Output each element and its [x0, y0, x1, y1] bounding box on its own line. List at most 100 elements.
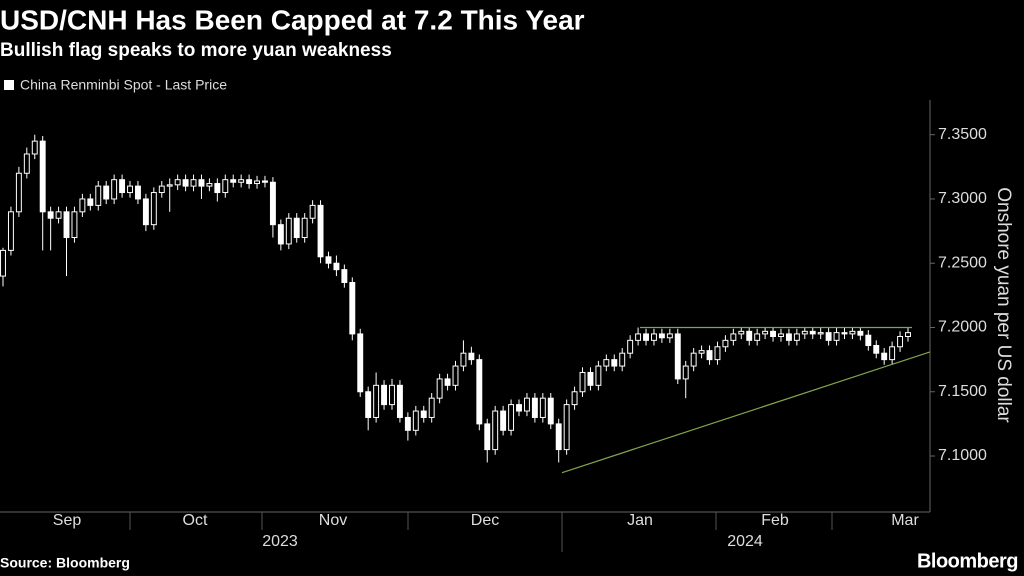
candle-body — [587, 371, 594, 386]
candle-body — [579, 371, 586, 393]
candle-body — [452, 365, 459, 386]
candle-body — [0, 249, 6, 277]
candle-body — [865, 334, 872, 346]
candle-body — [714, 346, 721, 361]
candle-body — [396, 384, 403, 418]
candle-body — [317, 204, 324, 258]
candle-body — [889, 346, 896, 361]
candle-body — [492, 410, 499, 451]
chart-title: USD/CNH Has Been Capped at 7.2 This Year — [0, 4, 585, 35]
candle-body — [690, 352, 697, 367]
candle-body — [127, 185, 133, 194]
candle-body — [349, 282, 356, 335]
candle-body — [404, 416, 411, 431]
candle-body — [150, 192, 157, 226]
candle-body — [500, 410, 507, 431]
candle-body — [508, 404, 515, 431]
x-group-label: 2024 — [727, 533, 763, 550]
x-group-label: 2023 — [262, 533, 298, 550]
candle-body — [730, 333, 737, 341]
source: Source: Bloomberg — [0, 555, 130, 571]
candle-body — [555, 423, 562, 451]
candle-body — [873, 344, 880, 354]
candle-body — [15, 172, 22, 213]
y-tick-label: 7.1500 — [938, 383, 987, 400]
x-tick-label: Sep — [53, 512, 82, 529]
candle-body — [428, 397, 435, 418]
x-tick-label: Feb — [761, 512, 789, 529]
candle-body — [658, 333, 665, 339]
candle-body — [301, 217, 308, 239]
candle-body — [277, 224, 284, 245]
candle-body — [643, 333, 649, 341]
y-tick-label: 7.3000 — [938, 190, 987, 207]
candle-body — [7, 211, 14, 251]
candle-body — [381, 384, 388, 406]
candle-body — [738, 330, 745, 335]
candle-body — [547, 397, 554, 425]
candle-body — [103, 185, 110, 200]
candle-body — [111, 179, 118, 200]
candle-body — [746, 330, 753, 341]
candle-body — [627, 339, 634, 354]
candle-body — [571, 391, 578, 406]
candle-body — [238, 179, 245, 183]
candle-body — [420, 410, 427, 418]
candle-body — [134, 185, 141, 200]
candle-body — [206, 183, 213, 187]
y-tick-label: 7.3500 — [938, 126, 987, 143]
candle-body — [468, 352, 475, 361]
candle-body — [333, 262, 340, 271]
candle-body — [722, 339, 729, 348]
candle-body — [373, 384, 380, 418]
candle-body — [262, 180, 268, 183]
candle-body — [158, 185, 165, 194]
candle-body — [563, 404, 570, 451]
candle-body — [341, 269, 348, 284]
candle-body — [793, 333, 800, 341]
x-tick-label: Oct — [183, 512, 208, 529]
candle-body — [611, 359, 618, 367]
candle-body — [857, 330, 864, 336]
candle-body — [87, 198, 94, 206]
candle-body — [531, 397, 538, 418]
candle-body — [762, 330, 769, 335]
candle-body — [214, 183, 221, 194]
candle-body — [698, 350, 705, 354]
candle-body — [833, 332, 840, 341]
candle-body — [246, 179, 253, 185]
candle-body — [436, 378, 443, 399]
candle-body — [357, 333, 364, 393]
candle-body — [285, 217, 292, 245]
candle-body — [39, 140, 46, 213]
candle-body — [516, 404, 522, 412]
candle-body — [825, 332, 832, 341]
candle-body — [166, 184, 173, 187]
candle-body — [801, 330, 808, 335]
candle-body — [198, 179, 205, 187]
candle-body — [651, 333, 657, 341]
candle-body — [674, 333, 681, 380]
x-tick-label: Dec — [471, 512, 499, 529]
candle-body — [754, 333, 761, 341]
candle-body — [23, 153, 30, 174]
candle-body — [809, 330, 816, 335]
x-tick-label: Mar — [891, 512, 919, 529]
candle-body — [460, 352, 467, 367]
candle-body — [95, 185, 102, 206]
candle-body — [412, 410, 419, 431]
candle-body — [841, 332, 848, 335]
candle-body — [365, 391, 372, 418]
candle-body — [619, 352, 626, 367]
brand: Bloomberg — [917, 550, 1018, 572]
y-tick-label: 7.1000 — [938, 447, 987, 464]
y-axis-title: Onshore yuan per US dollar — [993, 187, 1014, 423]
legend-label: China Renminbi Spot - Last Price — [20, 77, 227, 93]
legend-swatch — [4, 80, 14, 90]
candle-body — [174, 179, 181, 186]
candle-body — [476, 359, 483, 425]
candle-body — [539, 397, 546, 418]
candle-body — [190, 179, 197, 187]
trendline — [561, 351, 931, 474]
